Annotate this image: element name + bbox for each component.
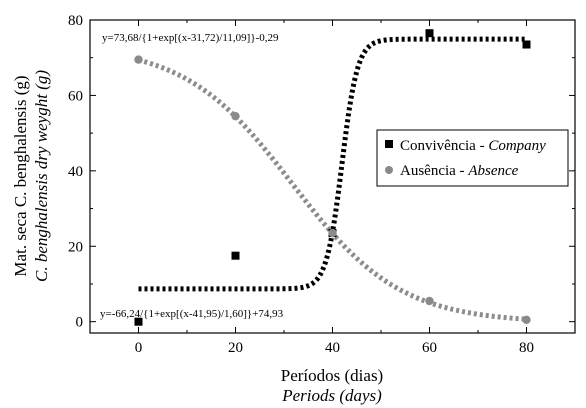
x-tick-label: 0 xyxy=(135,340,143,356)
y-axis-title-en: C. benghalensis dry weyght (g) xyxy=(32,70,51,282)
legend-marker-absence xyxy=(385,166,393,174)
data-point-absence xyxy=(522,315,531,325)
legend-marker-company xyxy=(385,140,393,148)
data-point-absence xyxy=(328,228,337,238)
data-point-company xyxy=(231,251,240,260)
legend: Convivência - Company Ausência - Absence xyxy=(376,129,569,187)
x-axis-title: Períodos (dias) xyxy=(281,366,383,385)
x-axis-title-en: Periods (days) xyxy=(281,386,382,405)
data-point-company xyxy=(522,40,531,49)
fit-curve-company xyxy=(138,36,527,292)
y-tick-label: 20 xyxy=(68,239,83,255)
x-tick-label: 40 xyxy=(325,340,340,356)
fit-curve-absence xyxy=(137,57,527,322)
legend-label-company: Convivência - Company xyxy=(400,138,546,154)
equation-absence: y=-66,24/{1+exp[(x-41,95)/1,60]}+74,93 xyxy=(100,308,284,320)
y-tick-label: 60 xyxy=(68,88,83,104)
x-tick-label: 60 xyxy=(422,340,437,356)
data-point-company xyxy=(134,317,143,326)
equation-company: y=73,68/{1+exp[(x-31,72)/11,09]}-0,29 xyxy=(102,32,279,44)
y-axis-title: Mat. seca C. benghalensis (g) xyxy=(11,75,30,276)
x-tick-label: 80 xyxy=(519,340,534,356)
data-point-absence xyxy=(425,296,434,306)
y-tick-label: 80 xyxy=(68,13,83,29)
y-tick-label: 0 xyxy=(76,315,84,331)
data-point-absence xyxy=(134,55,143,64)
data-point-absence xyxy=(231,111,240,121)
y-tick-label: 40 xyxy=(68,164,83,180)
legend-box xyxy=(376,129,569,187)
data-point-company xyxy=(425,29,434,38)
legend-label-absence: Ausência - Absence xyxy=(400,163,519,179)
x-tick-label: 20 xyxy=(228,340,243,356)
